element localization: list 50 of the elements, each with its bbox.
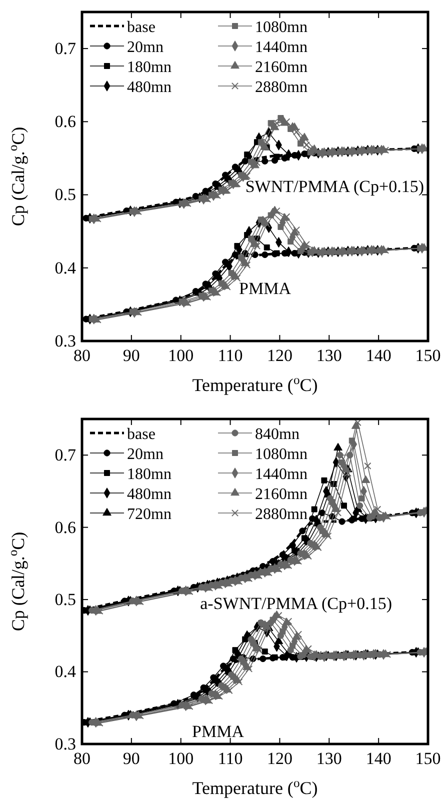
x-tick-label: 140: [366, 346, 392, 366]
annotation: PMMA: [192, 722, 245, 741]
y-tick-label: 0.5: [54, 185, 76, 204]
x-tick-label: 150: [415, 346, 441, 366]
legend-label: 1440mn: [255, 39, 308, 56]
x-tick-label: 90: [122, 346, 140, 366]
legend-label: base: [127, 426, 156, 443]
y-tick-label: 0.7: [54, 446, 76, 465]
legend-label: 480mn: [127, 486, 172, 503]
annotation: a-SWNT/PMMA (Cp+0.15): [200, 594, 392, 613]
x-axis-title: Temperature ($^{o}$C): [192, 776, 318, 798]
legend-label: base: [127, 19, 156, 36]
x-tick-label: 100: [168, 749, 194, 768]
y-tick-label: 0.3: [54, 331, 76, 350]
y-tick-label: 0.6: [54, 112, 76, 132]
x-tick-label: 80: [74, 749, 90, 768]
legend-label: 180mn: [127, 59, 172, 76]
legend-label: 480mn: [127, 79, 172, 96]
legend-label: 2880mn: [255, 506, 308, 523]
x-tick-label: 80: [74, 346, 90, 366]
legend-label: 2880mn: [255, 79, 308, 96]
x-tick-label: 130: [316, 346, 342, 366]
x-tick-label: 120: [266, 749, 292, 768]
legend-label: 20mn: [127, 446, 164, 463]
x-tick-label: 140: [366, 749, 392, 768]
x-tick-label: 130: [316, 749, 342, 768]
x-tick-label: 120: [266, 346, 292, 366]
y-tick-label: 0.7: [54, 38, 76, 58]
legend-label: 1080mn: [255, 446, 308, 463]
annotation: PMMA: [239, 279, 292, 298]
annotation: SWNT/PMMA (Cp+0.15): [245, 177, 424, 196]
legend-label: 1440mn: [255, 466, 308, 483]
y-tick-label: 0.3: [54, 734, 76, 754]
legend-label: 2160mn: [255, 486, 308, 503]
legend-label: 20mn: [127, 39, 164, 56]
legend-label: 840mn: [255, 426, 300, 443]
y-tick-label: 0.4: [54, 258, 76, 278]
legend-label: 1080mn: [255, 19, 308, 36]
x-axis-title: Temperature ($^{o}$C): [192, 373, 318, 395]
x-tick-label: 150: [415, 749, 441, 768]
x-tick-label: 110: [218, 346, 243, 366]
legend-label: 2160mn: [255, 59, 308, 76]
x-tick-label: 110: [218, 749, 243, 768]
y-tick-label: 0.5: [54, 590, 76, 609]
legend-label: 720mn: [127, 506, 172, 523]
x-tick-label: 90: [122, 749, 140, 768]
x-tick-label: 100: [168, 346, 194, 366]
y-tick-label: 0.6: [54, 518, 76, 537]
y-tick-label: 0.4: [54, 662, 76, 682]
legend-label: 180mn: [127, 466, 172, 483]
